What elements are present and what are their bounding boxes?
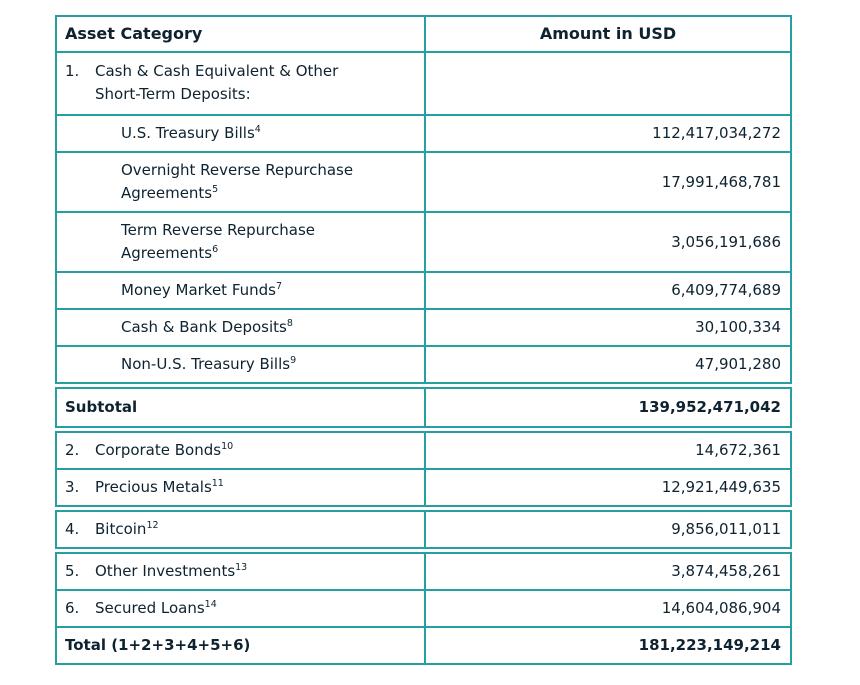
asset-category-cell: Cash & Bank Deposits8 — [55, 308, 426, 347]
table-row: Money Market Funds7 6,409,774,689 — [55, 271, 792, 310]
asset-label: Cash & Bank Deposits8 — [121, 318, 293, 336]
table-row: Subtotal 139,952,471,042 — [55, 382, 792, 431]
amount-cell: 139,952,471,042 — [424, 382, 792, 431]
item-number: 2. — [65, 441, 80, 459]
asset-label: Term Reverse Repurchase Agreements6 — [121, 221, 316, 262]
asset-label: Secured Loans14 — [95, 599, 217, 617]
asset-category-cell: 5. Other Investments13 — [55, 547, 426, 591]
asset-label: Cash & Cash Equivalent & Other Short-Ter… — [95, 62, 339, 103]
table-row: 3. Precious Metals11 12,921,449,635 — [55, 468, 792, 510]
amount-cell — [424, 51, 792, 116]
item-number: 6. — [65, 599, 80, 617]
amount-cell: 9,856,011,011 — [424, 505, 792, 552]
asset-category-cell: 3. Precious Metals11 — [55, 468, 426, 510]
amount-cell: 14,604,086,904 — [424, 589, 792, 628]
footnote-reference: 6 — [212, 244, 219, 255]
column-header-asset-category: Asset Category — [55, 15, 426, 53]
footnote-reference: 8 — [286, 318, 293, 329]
item-number: 5. — [65, 562, 80, 580]
footnote-reference: 13 — [235, 562, 248, 573]
asset-category-cell: Term Reverse Repurchase Agreements6 — [55, 211, 426, 273]
header-row: Asset Category Amount in USD — [55, 15, 792, 53]
asset-category-cell: U.S. Treasury Bills4 — [55, 114, 426, 153]
table-row: 5. Other Investments13 3,874,458,261 — [55, 547, 792, 591]
asset-label: Bitcoin12 — [95, 520, 159, 538]
asset-category-cell: Money Market Funds7 — [55, 271, 426, 310]
table-row: Non-U.S. Treasury Bills9 47,901,280 — [55, 345, 792, 387]
amount-cell: 3,056,191,686 — [424, 211, 792, 273]
asset-label: Overnight Reverse Repurchase Agreements5 — [121, 161, 354, 202]
asset-table-head: Asset Category Amount in USD — [55, 15, 792, 53]
column-header-amount-in-usd: Amount in USD — [424, 15, 792, 53]
asset-label: Non-U.S. Treasury Bills9 — [121, 355, 297, 373]
asset-table: Asset Category Amount in USD 1. Cash & Ca… — [55, 15, 792, 665]
asset-label: Corporate Bonds10 — [95, 441, 234, 459]
asset-label: Precious Metals11 — [95, 478, 224, 496]
footnote-reference: 4 — [254, 124, 261, 135]
footnote-reference: 14 — [204, 599, 217, 610]
footnote-reference: 11 — [211, 478, 224, 489]
asset-category-cell: 1. Cash & Cash Equivalent & Other Short-T… — [55, 51, 426, 116]
table-row: Total (1+2+3+4+5+6) 181,223,149,214 — [55, 626, 792, 665]
table-row: Overnight Reverse Repurchase Agreements5… — [55, 151, 792, 213]
table-row: U.S. Treasury Bills4 112,417,034,272 — [55, 114, 792, 153]
asset-category-cell: Overnight Reverse Repurchase Agreements5 — [55, 151, 426, 213]
table-row: 4. Bitcoin12 9,856,011,011 — [55, 505, 792, 552]
asset-table-body: 1. Cash & Cash Equivalent & Other Short-T… — [55, 51, 792, 665]
asset-label: Subtotal — [65, 398, 138, 416]
asset-category-cell: 6. Secured Loans14 — [55, 589, 426, 628]
asset-category-cell: Total (1+2+3+4+5+6) — [55, 626, 426, 665]
amount-cell: 181,223,149,214 — [424, 626, 792, 665]
table-row: 2. Corporate Bonds10 14,672,361 — [55, 426, 792, 470]
asset-label: Total (1+2+3+4+5+6) — [65, 636, 251, 654]
amount-cell: 3,874,458,261 — [424, 547, 792, 591]
asset-label: Other Investments13 — [95, 562, 248, 580]
asset-category-cell: 4. Bitcoin12 — [55, 505, 426, 552]
amount-cell: 30,100,334 — [424, 308, 792, 347]
amount-cell: 6,409,774,689 — [424, 271, 792, 310]
asset-category-cell: Non-U.S. Treasury Bills9 — [55, 345, 426, 387]
footnote-reference: 7 — [276, 281, 283, 292]
asset-label: U.S. Treasury Bills4 — [121, 124, 261, 142]
amount-cell: 112,417,034,272 — [424, 114, 792, 153]
table-row: 1. Cash & Cash Equivalent & Other Short-T… — [55, 51, 792, 116]
footnote-reference: 9 — [290, 355, 297, 366]
amount-cell: 14,672,361 — [424, 426, 792, 470]
footnote-reference: 5 — [212, 184, 219, 195]
table-row: 6. Secured Loans14 14,604,086,904 — [55, 589, 792, 628]
table-row: Term Reverse Repurchase Agreements6 3,056… — [55, 211, 792, 273]
table-row: Cash & Bank Deposits8 30,100,334 — [55, 308, 792, 347]
footnote-reference: 10 — [221, 441, 234, 452]
amount-cell: 17,991,468,781 — [424, 151, 792, 213]
item-number: 3. — [65, 478, 80, 496]
asset-label: Money Market Funds7 — [121, 281, 283, 299]
asset-category-cell: Subtotal — [55, 382, 426, 431]
amount-cell: 47,901,280 — [424, 345, 792, 387]
item-number: 1. — [65, 62, 80, 80]
item-number: 4. — [65, 520, 80, 538]
footnote-reference: 12 — [146, 520, 159, 531]
amount-cell: 12,921,449,635 — [424, 468, 792, 510]
asset-category-cell: 2. Corporate Bonds10 — [55, 426, 426, 470]
